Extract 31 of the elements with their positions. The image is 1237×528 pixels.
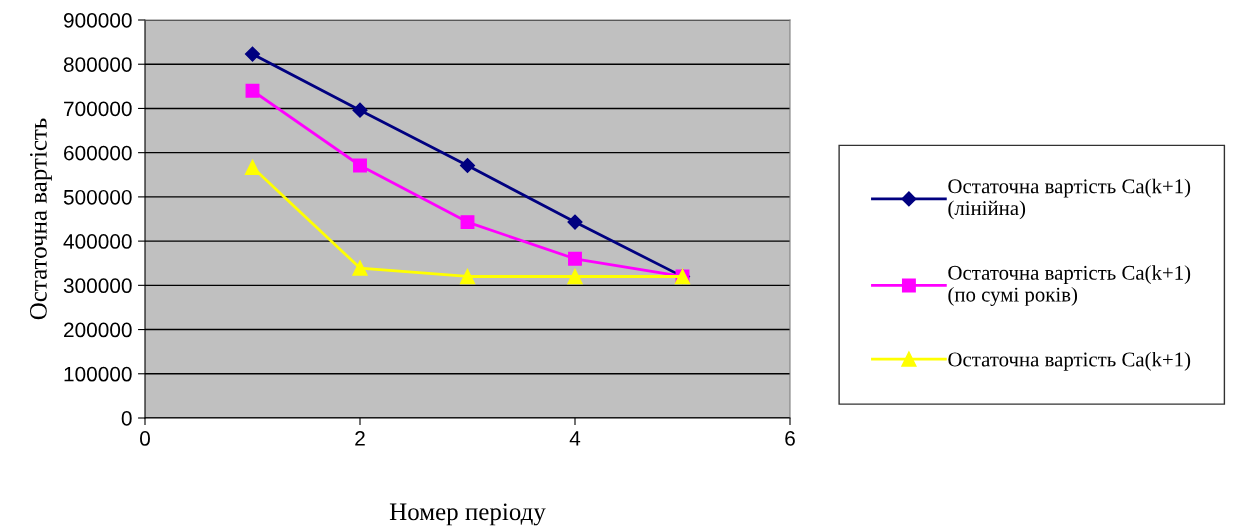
legend-label: Остаточна вартість Ca(k+1): [948, 351, 1191, 371]
legend-label: Остаточна вартість Ca(k+1) (по сумі років): [948, 265, 1191, 306]
point: [244, 46, 261, 62]
x-axis-title: Номер періоду: [389, 503, 546, 526]
y-tick-label: 300000: [63, 278, 132, 294]
point: [459, 157, 476, 174]
x-tick-label: 0: [140, 431, 150, 446]
point: [567, 268, 583, 285]
point: [245, 83, 260, 98]
point: [352, 102, 368, 118]
y-tick-label: 800000: [63, 57, 132, 72]
y-tick-label: 700000: [64, 101, 132, 117]
point: [353, 158, 367, 173]
y-tick-label: 900000: [63, 13, 132, 28]
y-tick-label: 500000: [63, 189, 132, 205]
y-tick-label: 200000: [64, 322, 132, 338]
point: [352, 260, 368, 276]
x-tick-label: 4: [569, 431, 581, 446]
y-tick-label: 0: [121, 411, 132, 426]
y-tick-label: 400000: [63, 234, 132, 249]
point: [568, 251, 582, 266]
point: [459, 268, 476, 285]
x-tick-label: 6: [785, 431, 795, 446]
y-tick-label: 600000: [64, 145, 132, 161]
point: [460, 215, 475, 230]
legend-label: Остаточна вартість Ca(k+1) (лінійна): [948, 178, 1191, 220]
x-tick-label: 2: [355, 431, 365, 446]
point: [567, 214, 583, 230]
y-axis-title: Остаточна вартість: [30, 118, 52, 320]
point: [244, 159, 261, 175]
y-tick-label: 100000: [64, 366, 132, 382]
